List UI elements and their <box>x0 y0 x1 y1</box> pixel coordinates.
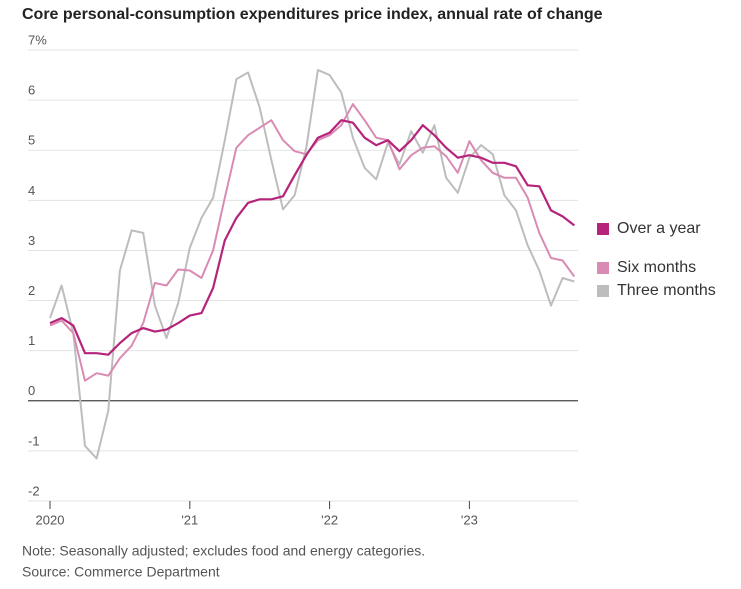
source: Source: Commerce Department <box>22 564 220 580</box>
legend-label: Three months <box>617 282 716 299</box>
y-tick-label: 3 <box>28 233 35 248</box>
legend-label: Over a year <box>617 220 701 237</box>
y-tick-label: 1 <box>28 333 35 348</box>
y-tick-label: 0 <box>28 383 35 398</box>
y-tick-label: 6 <box>28 83 35 98</box>
x-tick-label: '22 <box>321 512 338 527</box>
legend-label: Six months <box>617 259 696 276</box>
y-tick-label: 7% <box>28 32 47 47</box>
legend-swatch <box>597 262 609 274</box>
x-tick-label: '21 <box>181 512 198 527</box>
y-tick-label: -1 <box>28 433 40 448</box>
y-tick-label: -2 <box>28 483 40 498</box>
chart-title: Core personal-consumption expenditures p… <box>22 6 603 23</box>
y-tick-label: 5 <box>28 133 35 148</box>
legend-swatch <box>597 223 609 235</box>
y-tick-label: 2 <box>28 283 35 298</box>
legend-swatch <box>597 285 609 297</box>
line-series <box>49 119 575 356</box>
line-series <box>49 69 575 460</box>
note: Note: Seasonally adjusted; excludes food… <box>22 543 425 559</box>
x-tick-label: 2020 <box>36 512 65 527</box>
y-tick-label: 4 <box>28 183 35 198</box>
x-tick-label: '23 <box>461 512 478 527</box>
